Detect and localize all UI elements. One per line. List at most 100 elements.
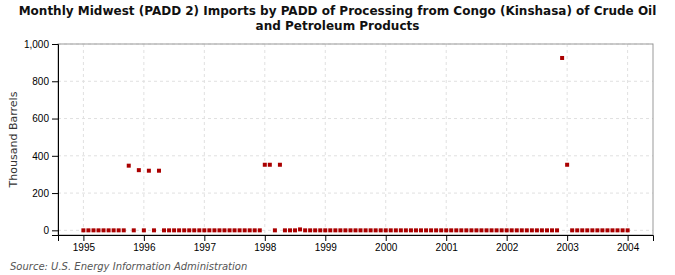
grid-line xyxy=(58,155,653,156)
point xyxy=(278,163,282,167)
point xyxy=(248,228,252,232)
point xyxy=(389,228,393,232)
grid-line xyxy=(83,44,84,235)
tick-mark xyxy=(52,44,58,45)
y-axis-title: Thousand Barrels xyxy=(7,91,20,188)
grid-line xyxy=(506,44,507,235)
point xyxy=(419,228,423,232)
point xyxy=(137,168,141,172)
plot: 1995199619971998199920002001200220032004… xyxy=(24,39,654,253)
grid-line xyxy=(58,193,653,194)
point xyxy=(293,228,297,232)
point xyxy=(449,228,453,232)
point xyxy=(323,228,327,232)
tick: 1999 xyxy=(315,235,338,253)
grid-line xyxy=(264,44,265,235)
axis-line xyxy=(59,236,654,242)
point xyxy=(485,228,489,232)
point xyxy=(217,228,221,232)
point xyxy=(107,228,111,232)
point xyxy=(197,228,201,232)
y-axis: 02004006008001,000 xyxy=(24,39,59,236)
point xyxy=(127,164,131,168)
point xyxy=(91,228,95,232)
tick: 2003 xyxy=(557,235,580,253)
point xyxy=(464,228,468,232)
point xyxy=(308,228,312,232)
point xyxy=(525,228,529,232)
point xyxy=(182,228,186,232)
point xyxy=(86,228,90,232)
grid-line xyxy=(204,44,205,235)
point xyxy=(399,228,403,232)
point xyxy=(162,228,166,232)
point xyxy=(187,228,191,232)
tick-label: 2002 xyxy=(496,242,519,253)
point xyxy=(545,228,549,232)
point xyxy=(374,228,378,232)
point xyxy=(560,56,564,60)
point xyxy=(348,228,352,232)
point xyxy=(81,228,85,232)
points xyxy=(81,56,629,232)
tick-mark xyxy=(52,230,58,231)
tick-mark xyxy=(446,235,447,241)
tick-mark xyxy=(52,81,58,82)
grid-line xyxy=(385,44,386,235)
point xyxy=(228,228,232,232)
point xyxy=(479,228,483,232)
grid-line xyxy=(58,118,653,119)
point xyxy=(192,228,196,232)
point xyxy=(404,228,408,232)
point xyxy=(233,228,237,232)
point xyxy=(258,228,262,232)
point xyxy=(318,228,322,232)
tick: 200 xyxy=(32,188,58,199)
point xyxy=(102,228,106,232)
tick-label: 1998 xyxy=(254,242,277,253)
tick-label: 1996 xyxy=(133,242,156,253)
point xyxy=(621,228,625,232)
point xyxy=(459,228,463,232)
tick-mark xyxy=(52,156,58,157)
point xyxy=(490,228,494,232)
tick-mark xyxy=(144,235,145,241)
point xyxy=(424,228,428,232)
tick: 1995 xyxy=(73,235,96,253)
point xyxy=(515,228,519,232)
point xyxy=(394,228,398,232)
x-axis: 1995199619971998199920002001200220032004 xyxy=(59,235,654,253)
tick: 2001 xyxy=(436,235,459,253)
point xyxy=(439,228,443,232)
grid-line xyxy=(58,81,653,82)
point xyxy=(354,228,358,232)
tick-label: 2004 xyxy=(617,242,640,253)
point xyxy=(328,228,332,232)
point xyxy=(142,228,146,232)
axis-line xyxy=(52,45,59,236)
point xyxy=(263,163,267,167)
point xyxy=(500,228,504,232)
tick-mark xyxy=(507,235,508,241)
point xyxy=(122,228,126,232)
point xyxy=(333,228,337,232)
point xyxy=(575,228,579,232)
title-line: Monthly Midwest (PADD 2) Imports by PADD… xyxy=(19,4,657,18)
point xyxy=(616,228,620,232)
tick: 2002 xyxy=(496,235,519,253)
tick-mark xyxy=(83,235,84,241)
point xyxy=(222,228,226,232)
tick-label: 2000 xyxy=(375,242,398,253)
point xyxy=(359,228,363,232)
point xyxy=(117,228,121,232)
point xyxy=(505,228,509,232)
point xyxy=(288,228,292,232)
point xyxy=(444,228,448,232)
point xyxy=(364,228,368,232)
tick-label: 1,000 xyxy=(24,39,49,50)
grid-line xyxy=(143,44,144,235)
point xyxy=(207,228,211,232)
point xyxy=(610,228,614,232)
point xyxy=(268,163,272,167)
point xyxy=(132,228,136,232)
